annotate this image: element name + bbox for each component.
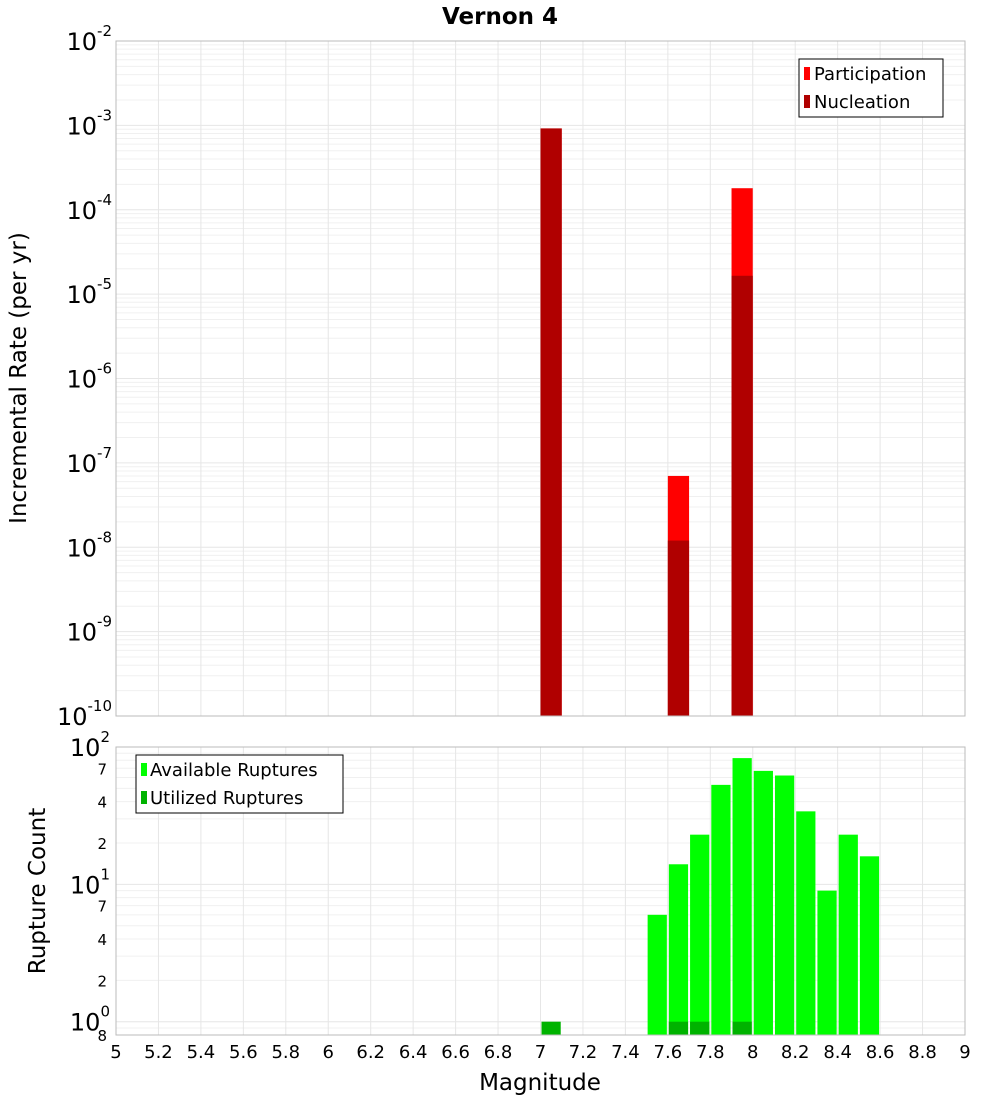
x-tick-label: 8 <box>747 1042 758 1063</box>
bottom-y-minor-tick-label: 7 <box>97 760 107 778</box>
x-tick-label: 6.8 <box>484 1042 513 1063</box>
bottom-y-minor-tick-label: 8 <box>97 1027 107 1045</box>
available-ruptures-bar <box>774 775 795 1035</box>
top-y-tick-label: 10-2 <box>66 22 112 56</box>
utilized-ruptures-bar <box>732 1021 752 1035</box>
bottom-y-minor-tick-label: 2 <box>97 972 107 990</box>
top-y-tick-label: 10-4 <box>66 191 112 225</box>
x-tick-label: 5.2 <box>144 1042 173 1063</box>
legend-label-nucleation: Nucleation <box>814 92 910 113</box>
top-y-axis-label: Incremental Rate (per yr) <box>6 232 32 524</box>
x-tick-label: 6.6 <box>441 1042 470 1063</box>
bottom-y-major-tick-label: 102 <box>70 728 110 762</box>
top-y-tick-label: 10-7 <box>66 444 112 478</box>
bottom-y-minor-tick-label: 4 <box>97 931 107 949</box>
x-tick-label: 9 <box>959 1042 970 1063</box>
x-tick-label: 6.4 <box>399 1042 428 1063</box>
utilized-ruptures-bar <box>690 1021 710 1035</box>
x-tick-label: 7.2 <box>569 1042 598 1063</box>
available-ruptures-bar <box>838 834 858 1035</box>
bottom-y-minor-tick-label: 2 <box>97 835 107 853</box>
available-ruptures-bar <box>796 811 816 1035</box>
top-y-tick-label: 10-5 <box>66 275 112 309</box>
bottom-y-minor-tick-label: 4 <box>97 794 107 812</box>
x-tick-label: 5.4 <box>187 1042 216 1063</box>
x-tick-label: 7.8 <box>696 1042 725 1063</box>
bottom-plot-frame <box>115 746 966 1036</box>
chart-title: Vernon 4 <box>442 4 558 30</box>
top-y-tick-label: 10-3 <box>66 106 112 140</box>
legend-swatch-available <box>141 763 147 776</box>
top-plot-frame <box>115 40 966 717</box>
legend-label-utilized: Utilized Ruptures <box>150 788 303 809</box>
x-tick-label: 5.8 <box>271 1042 300 1063</box>
x-tick-label: 7.4 <box>611 1042 640 1063</box>
top-y-tick-label: 10-10 <box>57 697 112 731</box>
x-tick-label: 8.6 <box>866 1042 895 1063</box>
top-y-tick-label: 10-6 <box>66 360 112 394</box>
x-axis-label: Magnitude <box>479 1070 601 1096</box>
bottom-y-major-tick-label: 100 <box>70 1003 110 1037</box>
available-ruptures-bar <box>859 856 880 1035</box>
available-ruptures-bar <box>753 770 773 1035</box>
available-ruptures-bar <box>732 758 752 1035</box>
top-plot-area: 10-2 10-3 10-4 10-5 10-6 10-7 10-8 10-9 10-10 <box>57 22 966 731</box>
bottom-legend: Available Ruptures Utilized Ruptures <box>135 754 344 814</box>
available-ruptures-bar <box>817 890 837 1035</box>
x-tick-label: 5.6 <box>229 1042 258 1063</box>
x-tick-label: 8.4 <box>823 1042 852 1063</box>
bottom-y-major-tick-label: 101 <box>70 865 110 899</box>
legend-swatch-nucleation <box>804 95 810 108</box>
x-tick-label: 5 <box>110 1042 121 1063</box>
nucleation-bar <box>731 275 753 716</box>
available-ruptures-bar <box>668 864 689 1035</box>
x-tick-label: 6 <box>323 1042 334 1063</box>
x-tick-label: 7 <box>535 1042 546 1063</box>
utilized-ruptures-bar <box>668 1021 689 1035</box>
top-y-tick-label: 10-8 <box>66 528 112 562</box>
legend-label-participation: Participation <box>814 64 926 85</box>
utilized-ruptures-bar <box>541 1021 561 1035</box>
x-tick-label: 6.2 <box>356 1042 385 1063</box>
nucleation-bar <box>667 540 690 716</box>
x-tick-label: 8.2 <box>781 1042 810 1063</box>
nucleation-bar <box>540 128 562 716</box>
legend-swatch-utilized <box>141 791 147 804</box>
x-tick-label: 8.8 <box>908 1042 937 1063</box>
x-tick-label: 7.6 <box>654 1042 683 1063</box>
bottom-y-axis-label: Rupture Count <box>25 808 51 974</box>
legend-label-available: Available Ruptures <box>150 760 318 781</box>
available-ruptures-bar <box>647 914 667 1035</box>
available-ruptures-bar <box>711 784 731 1035</box>
top-legend: Participation Nucleation <box>798 58 944 118</box>
legend-swatch-participation <box>804 67 810 80</box>
bottom-y-minor-tick-label: 7 <box>97 898 107 916</box>
top-y-tick-label: 10-9 <box>66 613 112 647</box>
available-ruptures-bar <box>690 834 710 1035</box>
